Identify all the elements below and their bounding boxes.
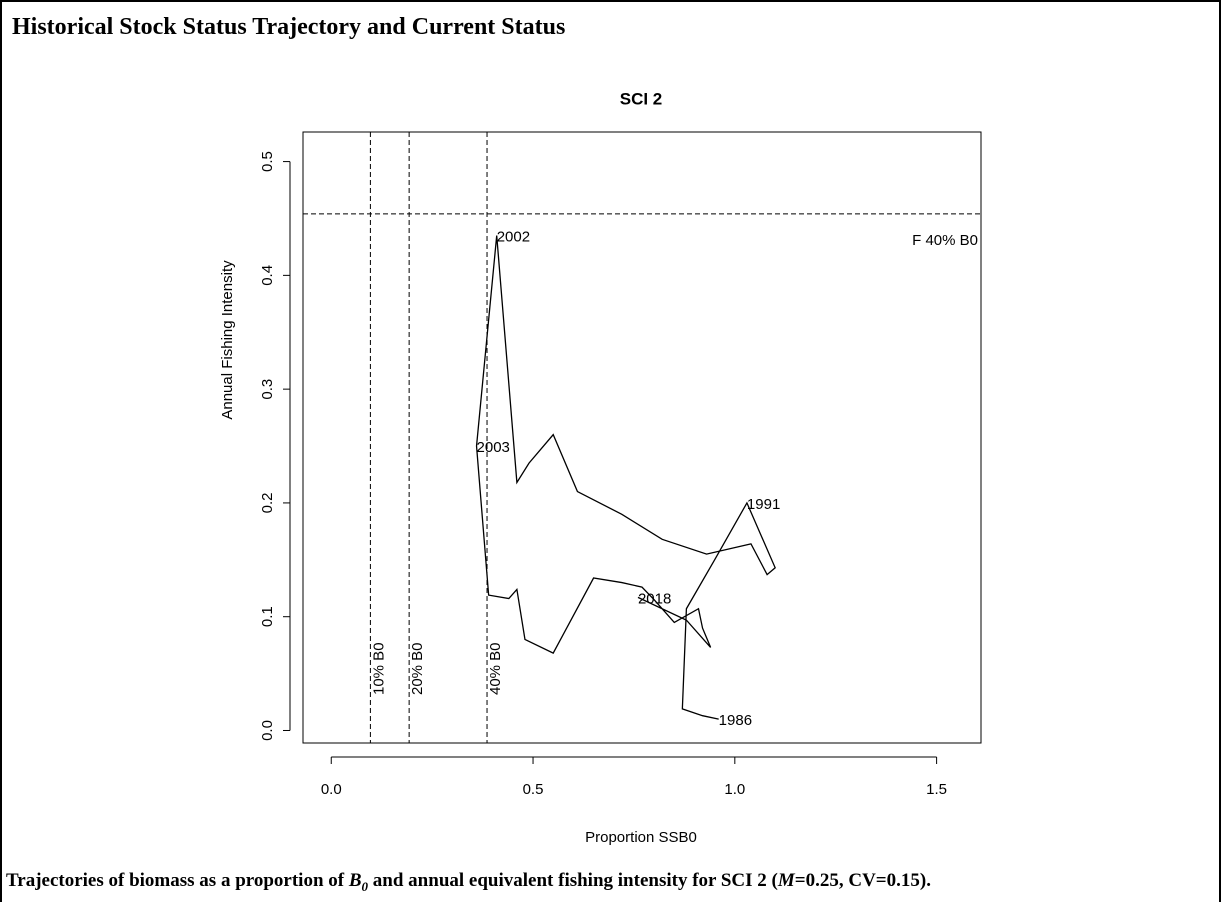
caption-text: B xyxy=(348,870,362,891)
chart: SCI 2 Proportion SSB0 Annual Fishing Int… xyxy=(219,89,982,846)
reference-label: 10% B0 xyxy=(370,642,387,695)
caption-text: Trajectories of biomass as a proportion … xyxy=(6,870,349,891)
y-axis-label: Annual Fishing Intensity xyxy=(219,260,236,420)
x-tick-label: 1.5 xyxy=(926,781,947,798)
point-label: 2002 xyxy=(497,229,530,246)
caption-text: M xyxy=(777,870,795,891)
y-tick-label: 0.3 xyxy=(259,379,276,400)
y-tick-label: 0.4 xyxy=(259,265,276,286)
y-tick-label: 0.1 xyxy=(259,606,276,627)
caption-text: and annual equivalent fishing intensity … xyxy=(368,870,778,891)
y-tick-label: 0.2 xyxy=(259,492,276,513)
y-tick-label: 0.0 xyxy=(259,720,276,741)
point-label: 2003 xyxy=(477,439,510,456)
caption: Trajectories of biomass as a proportion … xyxy=(6,870,931,895)
reference-label: F 40% B0 xyxy=(912,232,978,249)
reference-label: 20% B0 xyxy=(409,642,426,695)
header-title: Historical Stock Status Trajectory and C… xyxy=(12,14,566,40)
x-axis-label: Proportion SSB0 xyxy=(585,829,697,846)
x-tick-label: 0.5 xyxy=(523,781,544,798)
point-label: 1991 xyxy=(747,496,780,513)
x-tick-label: 1.0 xyxy=(724,781,745,798)
trajectory-line xyxy=(475,235,776,720)
caption-text: =0.25, CV=0.15). xyxy=(794,870,931,891)
chart-title: SCI 2 xyxy=(620,89,663,108)
plot-box xyxy=(302,131,982,744)
point-label: 2018 xyxy=(638,590,671,607)
x-tick-label: 0.0 xyxy=(321,781,342,798)
y-tick-label: 0.5 xyxy=(259,151,276,172)
point-label: 1986 xyxy=(719,712,752,729)
caption-text: 0 xyxy=(361,878,369,894)
reference-label: 40% B0 xyxy=(487,642,504,695)
